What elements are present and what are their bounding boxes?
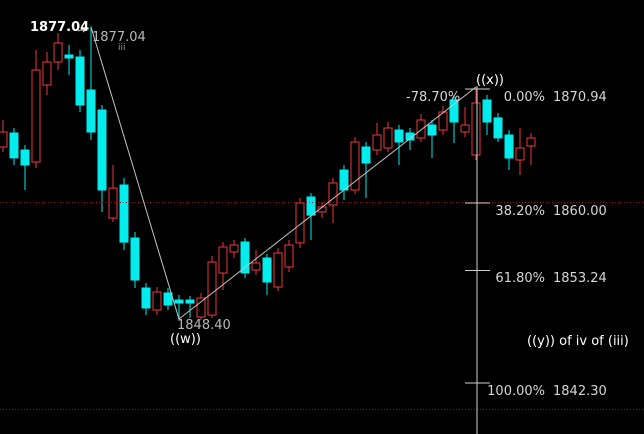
fib-pct-100: 100.00% [487,384,545,399]
candle-body [284,244,294,268]
candle-body [174,299,184,304]
fib-price-100: 1842.30 [553,384,607,399]
candle-body [361,146,371,164]
candle-body [416,119,426,139]
candle-body [438,111,448,131]
candle-body [86,89,96,133]
fib-price-0: 1870.94 [553,90,607,105]
fib-level-0: 0.00% 1870.94 [455,90,644,105]
candlestick-series [0,26,536,321]
candle-body [504,134,514,159]
trendline-w[interactable] [90,26,180,320]
candle-body [97,109,107,191]
candle-body [163,292,173,306]
candle-body [328,182,338,206]
candle-body [229,244,239,253]
candle-body [240,241,250,274]
candle-body [251,262,261,271]
candle-body [482,99,492,123]
candle-body [20,149,30,166]
fib-level-38: 38.20% 1860.00 [455,204,644,219]
fib-level-61: 61.80% 1853.24 [455,271,644,286]
candle-body [471,102,481,156]
wave-x-label[interactable]: ((x)) [476,73,504,88]
candle-body [273,252,283,288]
candle-body [64,54,74,59]
wave-context-label[interactable]: ((y)) of iv of (iii) [527,334,629,349]
candle-body [196,297,206,318]
candle-body [152,291,162,311]
peak-price-flag[interactable]: 1877.04 [30,20,90,35]
candle-body [493,117,503,139]
candle-body [515,147,525,161]
candle-body [449,99,459,123]
candle-body [75,56,85,106]
candle-body [0,131,8,148]
wave-degree-iii-label[interactable]: iii [118,43,126,53]
candle-body [394,129,404,143]
candle-body [31,69,41,163]
candle-body [262,257,272,283]
candle-body [207,261,217,316]
candle-body [53,42,63,63]
fib-price-61: 1853.24 [553,271,607,286]
candle-body [405,132,415,141]
candle-body [526,137,536,147]
candle-body [460,124,470,133]
candle-body [218,246,228,274]
trough-price-label: 1848.40 [177,318,231,333]
wave-w-label[interactable]: ((w)) [170,332,201,347]
candle-body [372,134,382,151]
candle-body [350,141,360,191]
candle-body [339,169,349,191]
candle-body [9,132,19,159]
candle-body [185,299,195,304]
candle-body [306,196,316,216]
candle-body [42,61,52,86]
fib-pct-61: 61.80% [495,271,545,286]
trendline-x[interactable] [178,86,477,320]
fib-retracement-tool[interactable] [465,86,490,434]
fib-pct-38: 38.20% [495,204,545,219]
retrace-pct-label: -78.70% [406,90,461,105]
candle-body [383,127,393,149]
candle-body [130,237,140,281]
price-flag-arrow[interactable] [77,26,89,33]
peak-price-label: 1877.04 [92,30,146,45]
candle-body [295,202,305,244]
fib-price-38: 1860.00 [553,204,607,219]
candle-body [427,124,437,136]
fib-pct-0: 0.00% [503,90,545,105]
fib-level-100: 100.00% 1842.30 [455,384,644,399]
candle-body [119,184,129,243]
candle-body [108,187,118,219]
candle-body [141,287,151,309]
